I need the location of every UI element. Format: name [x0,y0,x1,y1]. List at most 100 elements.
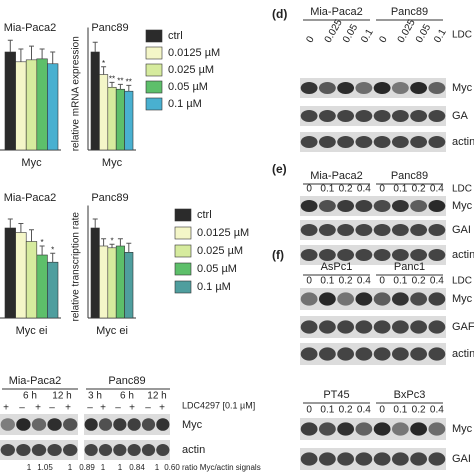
blot-band [410,422,428,436]
legend-label: 0.0125 µM [168,47,220,59]
blot-band [428,249,446,261]
legend-label: 0.025 µM [197,245,243,257]
lane-label: 0.4 [357,184,371,195]
error-bar [29,45,34,60]
blot-band [300,249,318,261]
blot-strip [300,196,446,216]
row-label: GAF [452,321,474,333]
panel-tag: (d) [272,7,287,21]
lane-label: 0 [306,405,312,416]
legend-swatch [174,208,192,222]
blot-band [300,110,318,122]
error-bar [50,252,56,263]
blot-band [355,422,373,436]
row-label: GAI [452,224,471,236]
blot-band [373,422,391,436]
treatment-label: LDC [452,276,472,287]
blot-band [300,292,318,306]
blot-band [410,200,428,212]
blot-band [391,224,409,236]
lane-label: 0.4 [430,405,444,416]
blot-band [300,320,318,334]
lane-label: 0.4 [357,405,371,416]
ratio-value: 0.89 [79,463,95,472]
blot-band [300,224,318,236]
blot-band [373,224,391,236]
blot-band [98,444,113,456]
blot-band [318,452,336,466]
blot-band [63,418,78,431]
chart-title: Mia-Paca2 [4,22,57,34]
bar [107,86,117,151]
panel-tag: (f) [272,248,284,262]
lane-label: 0.2 [339,184,353,195]
blot-band [337,136,355,148]
blot-band [428,200,446,212]
legend-swatch [174,244,192,258]
significance-label: ** [126,77,132,86]
blot-band [337,452,355,466]
blot-band [410,82,428,94]
chart-title: Panc89 [91,192,128,204]
ratio-value: 0.84 [129,463,145,472]
blot-band [428,452,446,466]
legend-swatch [174,226,192,240]
blot-band [373,452,391,466]
bar [99,245,109,319]
lane-label: 0.05 [414,22,433,45]
blot-band [391,347,409,361]
ratio-value: 1 [68,463,73,472]
blot-band [300,347,318,361]
blot-strip [300,78,446,98]
blot-band [428,110,446,122]
blot-strip [300,245,446,265]
row-label: actin [182,444,205,456]
lane-label: 0.2 [339,276,353,287]
lane-label: 0.1 [320,276,334,287]
ratio-value: 1.05 [37,463,53,472]
bar [115,245,125,319]
y-axis-label: relative mRNA expression [71,36,82,151]
error-bar [7,39,13,52]
blot-band [318,292,336,306]
blot-band [355,200,373,212]
bar [47,261,59,319]
blot-band [31,444,47,456]
lane-label: 0.05 [341,22,360,45]
bar [90,51,100,151]
blot-band [0,444,15,456]
blot-band [391,320,409,334]
chart-title: Panc89 [91,22,128,34]
treatment-sign: – [87,403,93,414]
group-label: PT45 [323,389,349,401]
treatment-label: LDC [452,184,472,195]
x-tick-label: Myc [102,157,123,169]
significance-label: * [51,245,54,254]
lane-label: 0.4 [357,276,371,287]
blot-strip [300,106,446,126]
significance-label: ** [117,76,123,85]
blot-band [127,444,141,456]
lane-label: 0 [379,276,385,287]
bar [36,58,48,151]
treatment-label: LDC [452,30,472,41]
bar [25,59,38,151]
legend-swatch [145,46,163,60]
blot-band [373,82,391,94]
blot-band [355,320,373,334]
bar [107,247,117,319]
legend-label: ctrl [197,209,212,221]
blot-band [318,224,336,236]
error-bar [92,41,98,52]
blot-band [98,418,113,431]
blot-band [410,110,428,122]
blot-band [337,200,355,212]
row-label: actin [452,249,474,261]
blot-band [410,320,428,334]
blot-strip [300,418,446,440]
lane-label: 0 [379,405,385,416]
blot-strip [300,448,446,470]
legend-swatch [145,80,163,94]
blot-band [428,320,446,334]
blot-band [318,82,336,94]
